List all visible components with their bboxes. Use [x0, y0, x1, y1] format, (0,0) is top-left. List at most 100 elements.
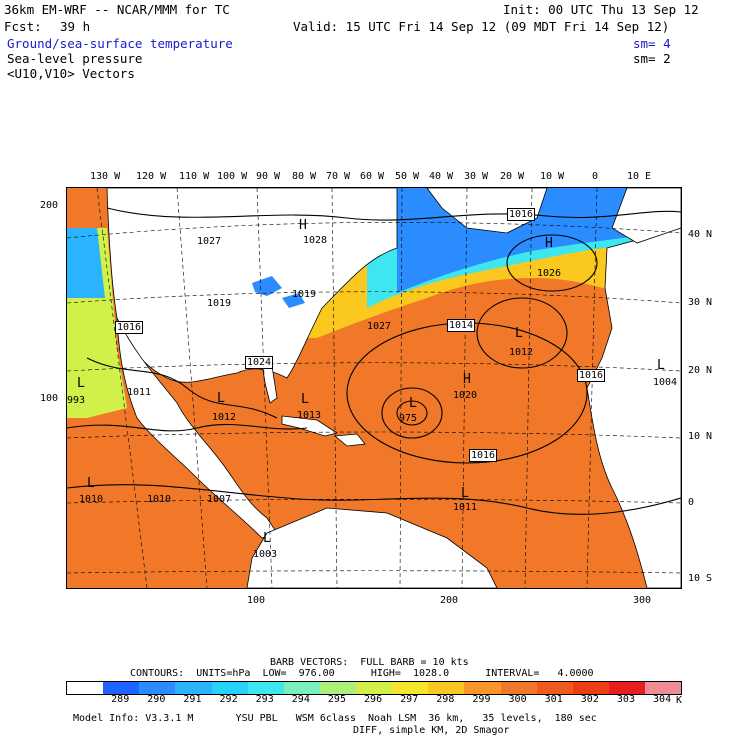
isobar-label: 1010 [79, 494, 104, 505]
isobar-label: 1011 [453, 502, 478, 513]
lat-label: 0 [688, 497, 695, 508]
colorbar-cell [247, 682, 284, 694]
colorbar-cell [536, 682, 573, 694]
greenland-land [426, 188, 548, 234]
contour-legend: CONTOURS: UNITS=hPa LOW= 976.00 HIGH= 10… [130, 668, 594, 679]
colorbar-cell [175, 682, 212, 694]
colorbar-cell [464, 682, 501, 694]
pressure-center-high: H [299, 218, 307, 233]
colorbar-label: 296 [364, 694, 383, 705]
pressure-center-high: H [463, 372, 471, 387]
isobar-label: 975 [399, 413, 418, 424]
lon-label: 80 W [292, 171, 317, 182]
lon-label: 0 [592, 171, 599, 182]
isobar-label: 1013 [297, 410, 322, 421]
isobar-label: 1014 [447, 319, 476, 332]
colorbar-cell [428, 682, 465, 694]
colorbar-label: 292 [219, 694, 238, 705]
field-label-slp: Sea-level pressure [7, 51, 143, 66]
cuba-land [281, 415, 338, 437]
lat-label: 20 N [688, 365, 713, 376]
great-lakes [282, 293, 305, 308]
colorbar-label: 299 [472, 694, 491, 705]
isobar-label: 1027 [367, 321, 392, 332]
colorbar-label: 294 [291, 694, 310, 705]
colorbar-label: 303 [616, 694, 635, 705]
isobar-label: 1016 [469, 449, 498, 462]
isobar-label: 1027 [197, 236, 222, 247]
temperature-colorbar-labels: 289 290 291 292 293 294 295 296 297 298 299 300 301 3… [66, 694, 680, 706]
lon-label: 10 W [540, 171, 565, 182]
isobar-label: 1004 [653, 377, 678, 388]
lon-label: 40 W [429, 171, 454, 182]
temperature-colorbar [66, 681, 682, 695]
barb-legend: BARB VECTORS: FULL BARB = 10 kts [270, 657, 469, 668]
colorbar-cell [139, 682, 176, 694]
colorbar-label: 295 [327, 694, 346, 705]
colorbar-cell [103, 682, 140, 694]
colorbar-cell [319, 682, 356, 694]
colorbar-label: 304 [653, 694, 672, 705]
map-panel: 1016 1028 1027 1026 1019 1019 1016 1027 … [66, 187, 682, 589]
lon-label: 120 W [136, 171, 167, 182]
model-info: Model Info: V3.3.1 M YSU PBL WSM 6class … [73, 713, 597, 724]
lon-label: 10 E [627, 171, 652, 182]
colorbar-label: 293 [255, 694, 274, 705]
isobar-label: 1024 [245, 356, 274, 369]
lon-label: 100 W [217, 171, 248, 182]
colorbar-unit: K [676, 695, 683, 706]
forecast-label: Fcst: [4, 19, 42, 34]
lon-label: 30 W [464, 171, 489, 182]
lon-label: 110 W [179, 171, 210, 182]
isobar-label: 1019 [292, 289, 317, 300]
hispaniola-land [334, 433, 366, 447]
colorbar-cell [283, 682, 320, 694]
lon-label: 130 W [90, 171, 121, 182]
colorbar-cell [572, 682, 609, 694]
isobar-label: 1012 [509, 347, 534, 358]
lat-label: 30 N [688, 297, 713, 308]
colorbar-cell [356, 682, 393, 694]
great-lakes [252, 276, 282, 296]
field-label-vectors: <U10,V10> Vectors [7, 66, 135, 81]
isobar-label: 1003 [253, 549, 278, 560]
pacific-cold-fill [67, 228, 105, 298]
valid-time: Valid: 15 UTC Fri 14 Sep 12 (09 MDT Fri … [293, 19, 670, 34]
pressure-center-low: L [461, 486, 469, 501]
colorbar-label: 290 [147, 694, 166, 705]
init-time: Init: 00 UTC Thu 13 Sep 12 [503, 2, 699, 17]
field-label-sst: Ground/sea-surface temperature [7, 36, 233, 51]
forecast-hour: 39 h [60, 19, 91, 34]
map-canvas [67, 188, 681, 588]
lon-label: 60 W [360, 171, 385, 182]
isobar-label: 1012 [212, 412, 237, 423]
isobar-label: 1011 [127, 387, 152, 398]
pressure-center-low: L [77, 376, 85, 391]
pressure-center-high: H [545, 236, 553, 251]
colorbar-label: 298 [436, 694, 455, 705]
model-info-physics: DIFF, simple KM, 2D Smagor [353, 725, 510, 736]
colorbar-cell [392, 682, 429, 694]
pressure-center-low: L [409, 396, 417, 411]
colorbar-label: 301 [544, 694, 563, 705]
lon-label: 70 W [326, 171, 351, 182]
field-smoothing-sst: sm= 4 [633, 36, 671, 51]
lon-label: 50 W [395, 171, 420, 182]
isobar-label: 1016 [507, 208, 536, 221]
colorbar-label: 289 [111, 694, 130, 705]
isobars [67, 207, 681, 515]
pressure-center-low: L [301, 392, 309, 407]
north-america-land [106, 188, 398, 383]
isobar-label: 1026 [537, 268, 562, 279]
pressure-center-low: L [657, 358, 665, 373]
isobar-label: 1010 [147, 494, 172, 505]
grid-y-label: 100 [40, 393, 59, 404]
lon-label: 90 W [256, 171, 281, 182]
isobar-label: 1016 [577, 369, 606, 382]
colorbar-cell [500, 682, 537, 694]
model-title: 36km EM-WRF -- NCAR/MMM for TC [4, 2, 230, 17]
colorbar-label: 291 [183, 694, 202, 705]
south-america-land [246, 507, 498, 588]
colorbar-label: 302 [580, 694, 599, 705]
isobar-label: 1007 [207, 494, 232, 505]
